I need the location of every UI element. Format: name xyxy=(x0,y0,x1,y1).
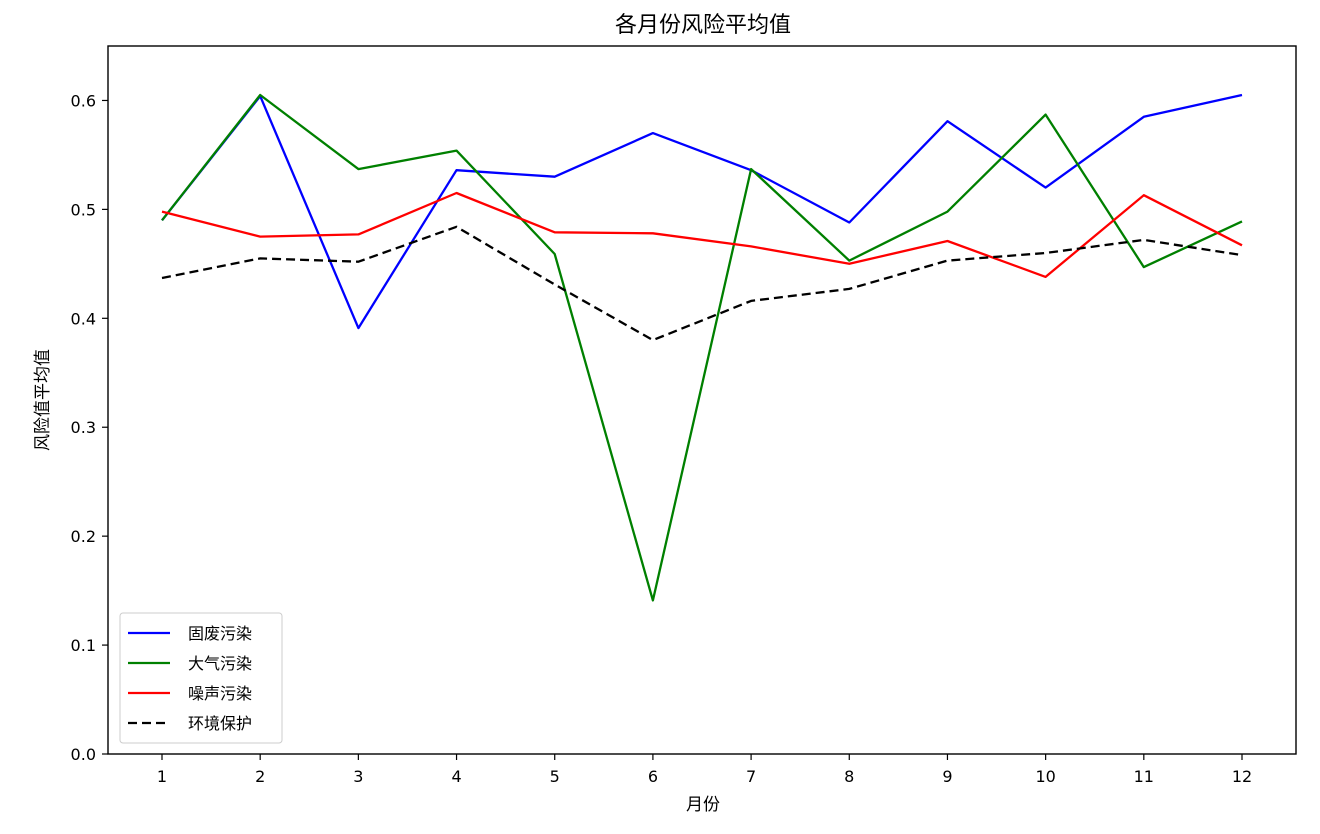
x-tick-label: 7 xyxy=(746,767,756,786)
x-tick-label: 5 xyxy=(550,767,560,786)
legend-label: 噪声污染 xyxy=(188,684,252,703)
legend-box xyxy=(119,612,283,744)
chart-title: 各月份风险平均值 xyxy=(615,13,791,38)
x-tick-label: 10 xyxy=(1035,767,1055,786)
x-tick-label: 2 xyxy=(255,767,265,786)
y-tick-label: 0.1 xyxy=(71,636,96,655)
plot-frame xyxy=(107,45,1297,755)
y-tick-label: 0.5 xyxy=(71,200,96,219)
series-line-2 xyxy=(161,93,1243,602)
y-tick-label: 0.0 xyxy=(71,745,96,764)
y-tick-label: 0.6 xyxy=(71,91,96,110)
y-tick-label: 0.2 xyxy=(71,527,96,546)
legend-label: 大气污染 xyxy=(188,654,252,673)
legend-label: 固废污染 xyxy=(188,624,252,643)
x-tick-label: 1 xyxy=(157,767,167,786)
x-tick-label: 12 xyxy=(1232,767,1252,786)
x-tick-label: 3 xyxy=(353,767,363,786)
plot-area: 1 2 3 4 5 6 7 8 9 10 11 12 0.00.10.20.30.40.50.6 xyxy=(71,45,1297,786)
y-axis: 0.0 0.1 0.2 0.3 0.4 0.5 0.6 xyxy=(71,91,108,764)
legend-label: 环境保护 xyxy=(188,714,252,733)
series-lines xyxy=(161,93,1243,602)
x-axis-label: 月份 xyxy=(686,795,720,815)
y-tick-label: 0.4 xyxy=(71,309,96,328)
x-axis: 1 2 3 4 5 6 7 8 9 10 11 12 xyxy=(157,754,1252,786)
series-line-3 xyxy=(161,191,1243,279)
x-tick-label: 11 xyxy=(1134,767,1154,786)
series-line-4 xyxy=(161,225,1243,342)
x-tick-label: 4 xyxy=(451,767,461,786)
series-line-1 xyxy=(161,93,1243,330)
x-tick-label: 6 xyxy=(648,767,658,786)
x-tick-label: 9 xyxy=(942,767,952,786)
y-tick-label: 0.3 xyxy=(71,418,96,437)
x-tick-label: 8 xyxy=(844,767,854,786)
y-axis-label: 风险值平均值 xyxy=(33,349,53,451)
